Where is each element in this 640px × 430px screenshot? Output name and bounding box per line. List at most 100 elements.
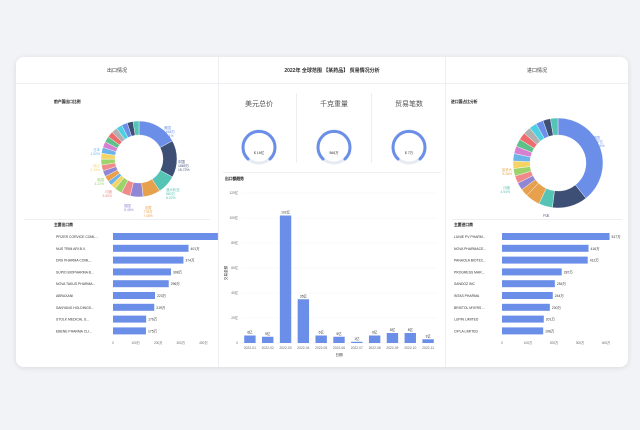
donut-label-percent: 1.92% [90, 152, 100, 156]
x-tick-label: 2022-01 [244, 346, 256, 350]
bar [422, 339, 434, 343]
bar-category-label: NOVA PHARMACE... [454, 247, 486, 251]
axis-tick-label: 300万 [177, 341, 186, 345]
bar-category-label: LUPIN LIMITED [454, 318, 479, 322]
y-tick-label: 80亿 [231, 240, 238, 245]
bar [113, 256, 184, 264]
bar [297, 299, 310, 343]
axis-tick-label: 300万 [576, 341, 585, 345]
export-panel: 出口情况 前产国出口比例 美国 1668万 17.1% 中国 1665万 15.72% 澳大… [16, 57, 218, 367]
export-donut-title: 前产国出口比例 [54, 100, 81, 104]
import-donut-title: 进口国占比分析 [451, 100, 478, 104]
import-header: 进口情况 [446, 57, 628, 84]
bar-category-label: DRS PHARMA COML... [56, 259, 92, 263]
y-tick-label: 0 [236, 341, 238, 345]
donut-slice [557, 117, 604, 199]
donut-label-name: 日本 [543, 213, 550, 217]
axis-tick-label: 200万 [154, 341, 163, 345]
donut-label-value: 778万 [143, 210, 153, 214]
kpi-trade-count-value: $ 7万 [404, 151, 414, 155]
x-tick-label: 2022-02 [262, 346, 274, 350]
kpi-divider [371, 93, 372, 163]
bar [502, 233, 610, 240]
x-tick-label: 2022-07 [351, 346, 363, 350]
x-tick-label: 2022-04 [297, 346, 309, 350]
bar-value-label: 244万 [555, 294, 565, 298]
bar-value-label: 35亿 [300, 293, 308, 298]
y-axis-label: 交易金额 [223, 265, 228, 280]
bar-category-label: EBENE PHARMA CLI... [56, 329, 92, 333]
kpi-usd-total-value: $ 16亿 [253, 151, 265, 155]
donut-label-name: 美国 [593, 135, 600, 140]
trend-title: 出口额趋势 [225, 177, 244, 181]
bar [351, 341, 363, 343]
bar [502, 244, 589, 252]
bar-category-label: SANDOZ INC [454, 282, 475, 286]
bar-category-label: NOVA TAKUS PHARMA... [56, 282, 95, 286]
bar [333, 336, 345, 343]
import-divider [452, 219, 622, 220]
donut-label-value: 1668万 [164, 130, 176, 134]
x-axis-label: 日期 [335, 352, 343, 357]
donut-label-name: 法国 [145, 205, 152, 210]
kpi-weight-label: 千克重量 [320, 101, 348, 108]
axis-tick-label: 200万 [550, 341, 559, 345]
kpi-weight: 千克重量 566万 [299, 85, 369, 170]
export-header: 出口情况 [16, 57, 218, 84]
x-tick-label: 2022-08 [369, 346, 381, 350]
donut-label-percent: 2.19% [90, 168, 100, 172]
bar [113, 303, 155, 311]
bar-value-label: 8亿 [408, 327, 414, 332]
donut-label-percent: 4.94% [500, 190, 510, 194]
bar-category-label: PROGRESS MAR... [454, 270, 485, 274]
bar-value-label: 1亿 [354, 336, 360, 341]
donut-label-percent: 3.85% [102, 194, 112, 198]
donut-label-name: 澳大利亚 [166, 187, 180, 192]
bar [502, 303, 550, 311]
donut-label-name: 加拿大 [502, 167, 513, 172]
axis-tick-label: 400万 [602, 341, 611, 345]
x-tick-label: 2022-11 [422, 346, 434, 350]
kpi-weight-value: 566万 [329, 151, 339, 155]
x-tick-label: 2022-05 [315, 346, 327, 350]
dashboard-card: 出口情况 前产国出口比例 美国 1668万 17.1% 中国 1665万 15.72% 澳大… [16, 57, 628, 367]
bar [113, 268, 172, 276]
donut-slice [550, 117, 559, 136]
bar-category-label: BRISTOL MYERS ... [454, 306, 485, 310]
dashboard-title: 2022年 全球范围 【某药品】 贸易情况分析 [219, 57, 445, 84]
donut-label-percent: 5.28% [502, 172, 512, 176]
donut-slice [132, 120, 140, 136]
y-tick-label: 60亿 [231, 265, 238, 270]
x-tick-label: 2022-03 [279, 346, 291, 350]
bar-value-label: 401万 [191, 247, 201, 251]
importers-bar-chart: LUNIE PV PHARM... 517万 NOVA PHARMACE... 416… [454, 233, 622, 345]
bar-value-label: 201万 [546, 318, 556, 322]
bar-value-label: 412万 [590, 259, 600, 263]
bar-value-label: 223万 [157, 294, 167, 298]
bar [386, 333, 399, 343]
export-divider [24, 219, 210, 220]
bar-value-label: 230万 [552, 306, 562, 310]
axis-tick-label: 400万 [199, 341, 208, 345]
axis-tick-label: 100万 [131, 341, 140, 345]
bar [244, 335, 256, 343]
donut-label-value: 1665万 [178, 164, 190, 168]
bar-value-label: 176万 [148, 318, 158, 322]
kpi-usd-total-label: 美元总价 [245, 101, 273, 108]
x-tick-label: 2022-10 [404, 346, 416, 350]
bar-value-label: 517万 [612, 235, 622, 239]
exporters-bar-chart: PFIZER CORVICE COML...557万NUS TRIM ARI B… [56, 233, 218, 345]
bar-category-label: SANYANG HOLDINGS... [56, 306, 94, 310]
donut-label-percent: 7.45% [143, 214, 153, 217]
bar-value-label: 219万 [156, 306, 166, 310]
bar-category-label: PANACEA BIOTEC... [454, 259, 486, 263]
bar-value-label: 6亿 [247, 330, 253, 335]
donut-label-percent: 15.72% [178, 168, 190, 172]
bar [502, 256, 588, 264]
kpi-divider [296, 93, 297, 163]
left-divider [218, 57, 219, 367]
bar-value-label: 308万 [173, 270, 183, 274]
bar [113, 327, 146, 335]
kpi-trade-count-label: 贸易笔数 [395, 101, 423, 108]
